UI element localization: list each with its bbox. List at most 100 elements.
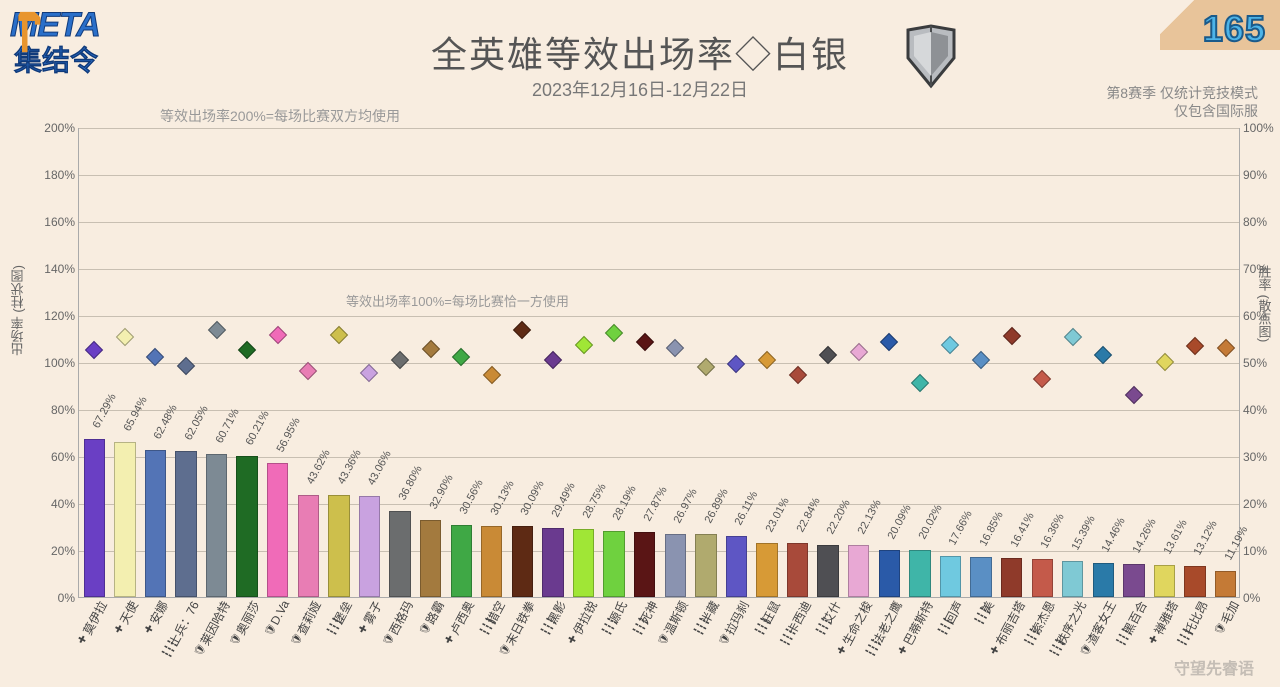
bar-group: 62.05%┇┇┇士兵：76 [171, 128, 202, 597]
hammer-icon [14, 10, 52, 54]
y-right-axis-label: 胜率 (散点图) [1255, 265, 1274, 342]
bar-group: 60.71%🛡莱因哈特 [201, 128, 232, 597]
winrate-marker [146, 347, 164, 365]
bar-group: 22.84%┇┇┇卡西迪 [782, 128, 813, 597]
winrate-marker [911, 374, 929, 392]
bar [512, 526, 533, 597]
page-subtitle: 2023年12月16日-12月22日 [532, 76, 748, 102]
x-axis-label: ┇┇┇艾什 [813, 598, 845, 639]
y-left-tick: 40% [35, 497, 75, 511]
y-left-tick: 180% [35, 168, 75, 182]
y-left-tick: 120% [35, 309, 75, 323]
winrate-marker [85, 341, 103, 359]
hero-name: 奥丽莎 [232, 598, 264, 638]
x-axis-label: ✚天使 [109, 598, 141, 639]
bar [175, 451, 196, 597]
bar-group: 30.13%┇┇┇猎空 [477, 128, 508, 597]
x-axis-label: ┇┇┇猎空 [476, 598, 508, 639]
y-left-tick: 100% [35, 356, 75, 370]
logo: META 集结令 [10, 6, 100, 79]
bar [909, 550, 930, 597]
x-axis-label: ✚莫伊拉 [73, 598, 111, 649]
bar-group: 30.56%✚卢西奥 [446, 128, 477, 597]
y-right-tick: 70% [1243, 262, 1280, 276]
x-axis-label: ✚雾子 [354, 598, 386, 639]
hero-name: 伊拉锐 [568, 598, 600, 638]
x-axis-label: ┇┇┇黑影 [537, 598, 569, 639]
bar-group: 29.49%┇┇┇黑影 [538, 128, 569, 597]
bar [451, 525, 472, 597]
note-right-1: 第8赛季 仅统计竞技模式 [1106, 84, 1258, 102]
winrate-marker [666, 339, 684, 357]
hero-name: 查莉娅 [293, 598, 325, 638]
bar-group: 26.89%┇┇┇半藏 [691, 128, 722, 597]
winrate-marker [360, 363, 378, 381]
bar [359, 496, 380, 597]
bar [236, 456, 257, 597]
bar [1093, 563, 1114, 597]
bar [420, 520, 441, 597]
bar-group: 56.95%🛡D.Va [262, 128, 293, 597]
x-axis-label: ┇┇┇回声 [935, 598, 967, 639]
winrate-marker [421, 340, 439, 358]
winrate-marker [1125, 386, 1143, 404]
bar [206, 454, 227, 597]
winrate-marker [941, 336, 959, 354]
note-200: 等效出场率200%=每场比赛双方均使用 [160, 106, 400, 126]
bar [970, 557, 991, 597]
bar-group: 65.94%✚天使 [110, 128, 141, 597]
bar-group: 43.62%🛡查莉娅 [293, 128, 324, 597]
y-left-tick: 0% [35, 591, 75, 605]
winrate-marker [788, 366, 806, 384]
bar [1184, 566, 1205, 597]
hero-name: 卡西迪 [782, 598, 814, 638]
x-axis-label: ┇┇┇堡垒 [323, 598, 355, 639]
bar-group: 26.97%🛡温斯顿 [660, 128, 691, 597]
winrate-marker [207, 321, 225, 339]
bar-group: 22.13%✚生命之梭 [843, 128, 874, 597]
bar-group: 15.39%┇┇┇秩序之光 [1058, 128, 1089, 597]
hero-name: 黑百合 [1119, 598, 1151, 638]
y-right-tick: 50% [1243, 356, 1280, 370]
winrate-marker [1064, 328, 1082, 346]
bar-group: 16.85%┇┇┇美 [966, 128, 997, 597]
bar-group: 62.48%✚安娜 [140, 128, 171, 597]
y-right-tick: 20% [1243, 497, 1280, 511]
bar [879, 550, 900, 597]
bar-group: 13.12%┇┇┇托比昂 [1180, 128, 1211, 597]
hero-name: 托比昂 [1180, 598, 1212, 638]
bar [267, 463, 288, 597]
bar-group: 13.61%✚禅雅塔 [1149, 128, 1180, 597]
hero-name: 莫伊拉 [79, 598, 111, 638]
bar [481, 526, 502, 597]
y-right-tick: 0% [1243, 591, 1280, 605]
winrate-marker [819, 345, 837, 363]
bar [756, 543, 777, 597]
winrate-marker [697, 358, 715, 376]
winrate-marker [1033, 370, 1051, 388]
winrate-marker [513, 321, 531, 339]
bar [726, 536, 747, 597]
x-axis-label: ✚安娜 [140, 598, 172, 639]
bar [389, 511, 410, 597]
y-left-tick: 200% [35, 121, 75, 135]
y-right-tick: 60% [1243, 309, 1280, 323]
hero-name: 西格玛 [385, 598, 417, 638]
y-right-tick: 80% [1243, 215, 1280, 229]
winrate-marker [238, 341, 256, 359]
bar [145, 450, 166, 597]
x-axis-label: ┇┇┇美 [971, 598, 998, 628]
y-right-tick: 40% [1243, 403, 1280, 417]
winrate-marker [116, 328, 134, 346]
x-axis-label: ┇┇┇狂鼠 [751, 598, 783, 639]
y-left-tick: 60% [35, 450, 75, 464]
bar [603, 531, 624, 597]
y-left-tick: 160% [35, 215, 75, 229]
bar-group: 67.29%✚莫伊拉 [79, 128, 110, 597]
bar [787, 543, 808, 597]
notes-right: 第8赛季 仅统计竞技模式 仅包含国际服 [1106, 84, 1258, 120]
bar-group: 30.09%🛡末日铁拳 [507, 128, 538, 597]
bar-group: 17.66%┇┇┇回声 [935, 128, 966, 597]
bar-group: 36.80%🛡西格玛 [385, 128, 416, 597]
hero-name: 温斯顿 [660, 598, 692, 638]
